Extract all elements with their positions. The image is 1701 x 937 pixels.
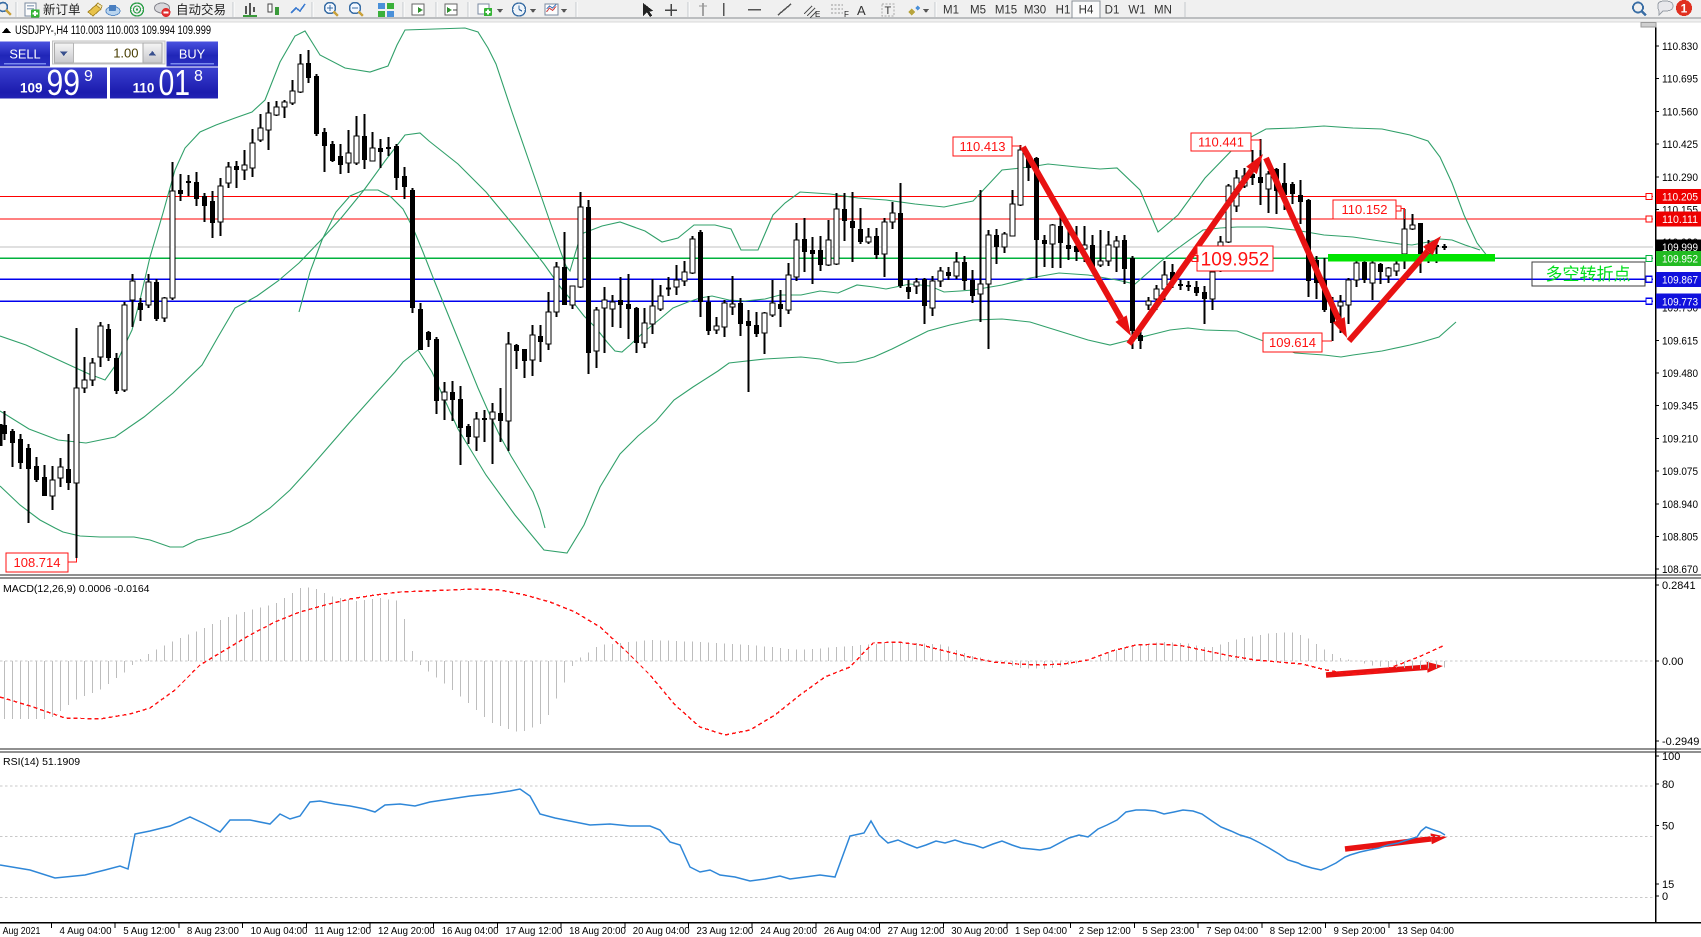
svg-text:8: 8 xyxy=(194,68,203,85)
svg-text:16 Aug 04:00: 16 Aug 04:00 xyxy=(442,926,499,937)
svg-text:12 Aug 20:00: 12 Aug 20:00 xyxy=(378,926,435,937)
svg-text:109.773: 109.773 xyxy=(1662,296,1698,308)
svg-text:MACD(12,26,9) 0.0006 -0.0164: MACD(12,26,9) 0.0006 -0.0164 xyxy=(3,583,150,595)
svg-text:01: 01 xyxy=(159,62,191,103)
svg-text:A: A xyxy=(857,3,866,18)
svg-text:26 Aug 04:00: 26 Aug 04:00 xyxy=(824,926,881,937)
svg-text:W1: W1 xyxy=(1128,5,1145,17)
svg-text:109.075: 109.075 xyxy=(1662,466,1698,478)
svg-text:E: E xyxy=(815,10,820,19)
svg-text:18 Aug 20:00: 18 Aug 20:00 xyxy=(569,926,626,937)
svg-text:23 Aug 12:00: 23 Aug 12:00 xyxy=(697,926,754,937)
svg-text:108.940: 108.940 xyxy=(1662,499,1698,511)
svg-text:Aug 2021: Aug 2021 xyxy=(3,926,41,937)
svg-text:100: 100 xyxy=(1662,751,1680,763)
svg-text:108.714: 108.714 xyxy=(14,555,61,570)
svg-text:99: 99 xyxy=(47,62,81,103)
svg-text:110.560: 110.560 xyxy=(1662,106,1698,118)
svg-text:8 Sep 12:00: 8 Sep 12:00 xyxy=(1270,926,1322,937)
svg-text:17 Aug 12:00: 17 Aug 12:00 xyxy=(505,926,562,937)
svg-text:80: 80 xyxy=(1662,779,1674,791)
svg-text:24 Aug 20:00: 24 Aug 20:00 xyxy=(760,926,817,937)
svg-text:H4: H4 xyxy=(1079,5,1094,17)
svg-text:110.413: 110.413 xyxy=(959,139,1005,154)
svg-text:9 Sep 20:00: 9 Sep 20:00 xyxy=(1334,926,1386,937)
svg-text:7 Sep 04:00: 7 Sep 04:00 xyxy=(1206,926,1258,937)
svg-text:D1: D1 xyxy=(1105,5,1120,17)
svg-text:108.670: 108.670 xyxy=(1662,564,1698,576)
svg-text:108.805: 108.805 xyxy=(1662,532,1698,544)
svg-text:109.952: 109.952 xyxy=(1201,249,1270,270)
svg-text:109.345: 109.345 xyxy=(1662,401,1698,413)
svg-text:0.00: 0.00 xyxy=(1662,656,1683,668)
svg-text:11 Aug 12:00: 11 Aug 12:00 xyxy=(314,926,371,937)
svg-text:109.615: 109.615 xyxy=(1662,335,1698,347)
svg-text:109.614: 109.614 xyxy=(1269,335,1316,350)
svg-text:8 Aug 23:00: 8 Aug 23:00 xyxy=(187,926,239,937)
svg-text:0.2841: 0.2841 xyxy=(1662,580,1696,592)
svg-text:2 Sep 12:00: 2 Sep 12:00 xyxy=(1079,926,1131,937)
svg-text:新订单: 新订单 xyxy=(43,2,81,17)
svg-text:109: 109 xyxy=(20,81,43,96)
svg-text:5 Aug 12:00: 5 Aug 12:00 xyxy=(123,926,175,937)
svg-text:30 Aug 20:00: 30 Aug 20:00 xyxy=(951,926,1008,937)
svg-text:F: F xyxy=(844,10,849,19)
svg-text:109.952: 109.952 xyxy=(1662,254,1698,266)
svg-text:5 Sep 23:00: 5 Sep 23:00 xyxy=(1142,926,1194,937)
svg-text:110.425: 110.425 xyxy=(1662,139,1698,151)
svg-text:110: 110 xyxy=(133,81,155,96)
svg-text:110.152: 110.152 xyxy=(1341,202,1387,217)
svg-text:15: 15 xyxy=(1662,879,1674,891)
svg-text:4 Aug 04:00: 4 Aug 04:00 xyxy=(60,926,112,937)
svg-text:1.00: 1.00 xyxy=(113,45,138,60)
svg-text:9: 9 xyxy=(84,68,93,85)
svg-text:M1: M1 xyxy=(943,5,959,17)
svg-text:RSI(14) 51.1909: RSI(14) 51.1909 xyxy=(3,756,80,768)
svg-text:T: T xyxy=(885,5,892,17)
svg-text:109.210: 109.210 xyxy=(1662,433,1698,445)
svg-text:50: 50 xyxy=(1662,821,1674,833)
svg-text:109.480: 109.480 xyxy=(1662,368,1698,380)
svg-text:109.867: 109.867 xyxy=(1662,275,1698,287)
svg-text:多空转折点: 多空转折点 xyxy=(1546,265,1631,284)
svg-text:27 Aug 12:00: 27 Aug 12:00 xyxy=(888,926,945,937)
svg-text:M30: M30 xyxy=(1024,5,1046,17)
svg-text:110.695: 110.695 xyxy=(1662,74,1698,86)
svg-text:20 Aug 04:00: 20 Aug 04:00 xyxy=(633,926,690,937)
svg-text:110.290: 110.290 xyxy=(1662,172,1698,184)
svg-text:自动交易: 自动交易 xyxy=(176,2,226,17)
svg-text:1: 1 xyxy=(1681,2,1688,16)
svg-text:110.830: 110.830 xyxy=(1662,41,1698,53)
svg-text:USDJPY-,H4 110.003 110.003 10: USDJPY-,H4 110.003 110.003 109.994 109.9… xyxy=(15,25,211,37)
svg-text:110.111: 110.111 xyxy=(1662,214,1698,226)
svg-text:M15: M15 xyxy=(995,5,1017,17)
svg-text:MN: MN xyxy=(1154,5,1172,17)
svg-text:0: 0 xyxy=(1662,891,1668,903)
svg-text:110.441: 110.441 xyxy=(1198,135,1244,150)
svg-text:SELL: SELL xyxy=(9,46,40,61)
svg-text:110.205: 110.205 xyxy=(1662,192,1698,204)
svg-text:10 Aug 04:00: 10 Aug 04:00 xyxy=(251,926,308,937)
svg-text:-0.2949: -0.2949 xyxy=(1662,736,1699,748)
svg-text:1 Sep 04:00: 1 Sep 04:00 xyxy=(1015,926,1067,937)
svg-text:M5: M5 xyxy=(970,5,986,17)
svg-text:13 Sep 04:00: 13 Sep 04:00 xyxy=(1397,926,1454,937)
svg-text:BUY: BUY xyxy=(179,46,206,61)
svg-text:H1: H1 xyxy=(1056,5,1071,17)
